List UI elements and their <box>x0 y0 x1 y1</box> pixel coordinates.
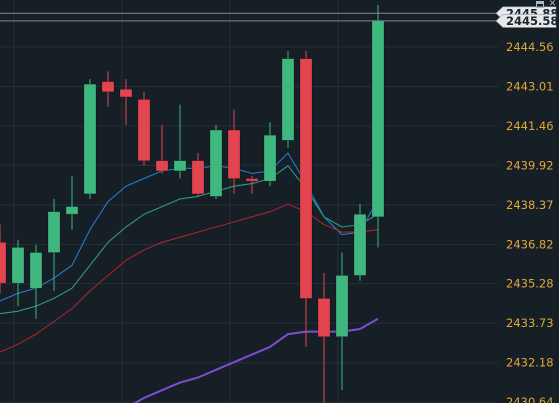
candle-body <box>335 275 349 337</box>
candle-body <box>227 129 241 179</box>
price-tick-label: 2436.82 <box>506 237 554 251</box>
candle <box>245 175 259 194</box>
candle-body <box>281 58 295 141</box>
candle <box>83 79 97 199</box>
candles <box>0 5 385 403</box>
candle-body <box>83 83 97 195</box>
moving-averages <box>0 152 379 403</box>
candle <box>101 71 115 108</box>
price-tick-label: 2432.18 <box>506 356 554 370</box>
candle-body <box>173 160 187 172</box>
candle <box>137 91 151 166</box>
candle-body <box>0 242 7 284</box>
candle <box>0 224 7 294</box>
candle-body <box>101 81 115 93</box>
candle-body <box>191 160 205 195</box>
candle <box>65 175 79 230</box>
candle <box>317 272 331 403</box>
candle <box>155 124 169 174</box>
price-tick-label: 2441.46 <box>506 119 554 133</box>
price-tick-label: 2443.01 <box>506 79 554 93</box>
candle-body <box>245 178 259 182</box>
price-tick-label: 2439.92 <box>506 158 554 172</box>
candle-body <box>119 88 133 98</box>
price-tick-label: 2444.56 <box>506 40 554 54</box>
candle-body <box>65 206 79 215</box>
candle <box>29 244 43 319</box>
candle-body <box>263 134 277 182</box>
candle <box>119 79 133 125</box>
price-tick-label: 2430.64 <box>506 395 554 403</box>
close-button[interactable]: ✕ <box>548 0 557 9</box>
candle <box>191 153 205 197</box>
candle <box>227 109 241 194</box>
price-badge-current-bg <box>495 14 557 28</box>
candle <box>47 198 61 291</box>
candle <box>299 51 313 347</box>
candle <box>353 204 367 281</box>
candle <box>281 51 295 148</box>
candle-body <box>11 247 25 284</box>
candle-body <box>317 298 331 337</box>
window-restore-icon <box>536 1 544 8</box>
candle-body <box>353 213 367 276</box>
candle-body <box>137 99 151 161</box>
candle-body <box>29 252 43 289</box>
candle <box>335 252 349 391</box>
price-lines <box>0 12 498 22</box>
grid <box>0 0 498 403</box>
candle <box>209 124 223 199</box>
candle <box>263 122 277 187</box>
candle-body <box>299 58 313 299</box>
price-tick-label: 2438.37 <box>506 198 554 212</box>
candle <box>173 104 187 179</box>
restore-button[interactable] <box>536 0 545 9</box>
candle <box>371 5 385 248</box>
candle-body <box>155 160 169 172</box>
price-axis[interactable]: 2444.56 2443.01 2441.46 2439.92 2438.37 2436.… <box>506 40 554 403</box>
price-tick-label: 2433.73 <box>506 316 554 330</box>
candle-body <box>371 20 385 218</box>
price-tick-label: 2435.28 <box>506 277 554 291</box>
price-badge-current-text: 2445.58 <box>506 14 558 28</box>
candle-body <box>209 129 223 197</box>
window-controls: ✕ <box>536 0 557 9</box>
candle <box>11 239 25 307</box>
close-icon: ✕ <box>548 0 557 9</box>
candle-body <box>47 211 61 253</box>
